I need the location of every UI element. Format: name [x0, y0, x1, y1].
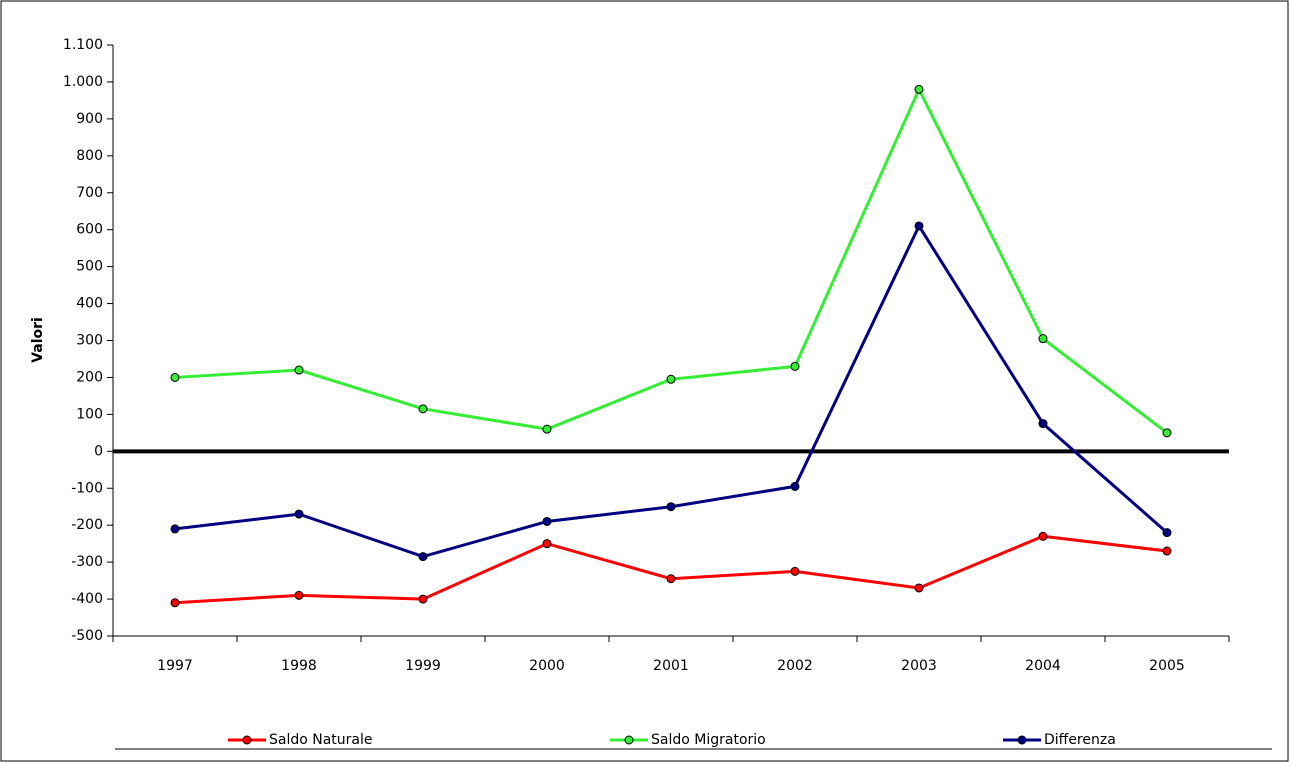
legend-label: Saldo Migratorio	[651, 732, 766, 748]
x-tick-label: 1998	[281, 658, 317, 674]
legend-marker	[242, 735, 252, 745]
point	[294, 509, 304, 519]
x-tick-label: 1997	[157, 658, 193, 674]
point	[294, 365, 304, 375]
legend-marker	[624, 735, 634, 745]
y-tick-label: 400	[76, 296, 103, 312]
x-tick-label: 2003	[901, 658, 937, 674]
x-tick-label: 2005	[1149, 658, 1185, 674]
point	[914, 583, 924, 593]
point	[170, 524, 180, 534]
y-tick-label: 300	[76, 333, 103, 349]
y-tick-label: 1.100	[63, 37, 103, 53]
point	[542, 424, 552, 434]
y-tick-label: 900	[76, 111, 103, 127]
x-tick-label: 2000	[529, 658, 565, 674]
point	[666, 374, 676, 384]
y-axis-title: Valori	[30, 317, 46, 363]
y-tick-label: 0	[94, 443, 103, 459]
y-tick-label: -300	[71, 554, 103, 570]
point	[790, 361, 800, 371]
y-tick-label: 100	[76, 406, 103, 422]
point	[914, 221, 924, 231]
series-line	[174, 534, 1168, 605]
x-tick-label: 2001	[653, 658, 689, 674]
point	[418, 594, 428, 604]
point	[666, 502, 676, 512]
y-tick-label: -200	[71, 517, 103, 533]
point	[1162, 428, 1172, 438]
y-tick-label: 800	[76, 148, 103, 164]
point	[1162, 528, 1172, 538]
y-tick-label: 600	[76, 222, 103, 238]
point	[1038, 419, 1048, 429]
point	[542, 516, 552, 526]
legend-label: Differenza	[1044, 732, 1116, 748]
x-tick-label: 2002	[777, 658, 813, 674]
y-tick-label: 700	[76, 185, 103, 201]
y-tick-label: -400	[71, 591, 103, 607]
point	[1162, 546, 1172, 556]
point	[1038, 334, 1048, 344]
point	[790, 566, 800, 576]
y-tick-label: -500	[71, 628, 103, 644]
point	[418, 552, 428, 562]
point	[790, 481, 800, 491]
point	[542, 539, 552, 549]
point	[294, 590, 304, 600]
legend-marker	[1017, 735, 1027, 745]
point	[1038, 531, 1048, 541]
y-tick-label: -100	[71, 480, 103, 496]
point	[418, 404, 428, 414]
point	[170, 372, 180, 382]
point	[170, 598, 180, 608]
legend-label: Saldo Naturale	[269, 732, 373, 748]
x-tick-label: 1999	[405, 658, 441, 674]
y-tick-label: 200	[76, 369, 103, 385]
y-tick-label: 500	[76, 259, 103, 275]
point	[914, 84, 924, 94]
x-tick-label: 2004	[1025, 658, 1061, 674]
y-tick-label: 1.000	[63, 74, 103, 90]
point	[666, 574, 676, 584]
